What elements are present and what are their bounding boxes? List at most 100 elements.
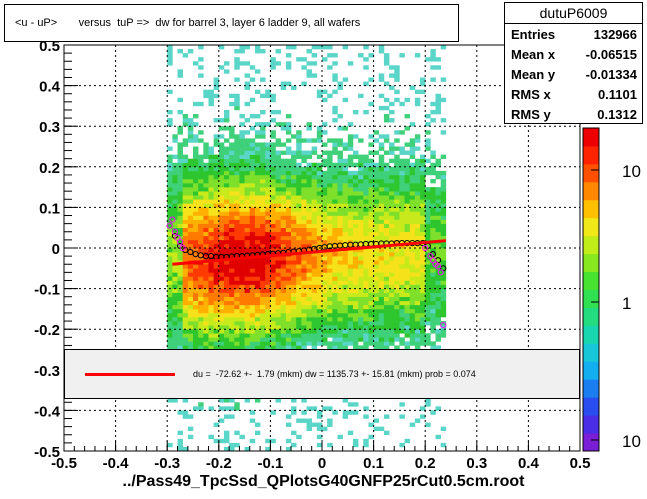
colorbar-segment xyxy=(583,145,599,165)
heatmap-cell xyxy=(368,170,374,176)
heatmap-cell xyxy=(337,333,343,338)
heatmap-cell xyxy=(244,178,251,184)
heatmap-cell xyxy=(327,280,333,285)
heatmap-cell xyxy=(187,231,194,237)
heatmap-cell xyxy=(208,101,214,107)
heatmap-cell xyxy=(435,211,441,216)
heatmap-cell xyxy=(239,260,245,265)
heatmap-cell xyxy=(265,122,271,127)
colorbar-label: 10 xyxy=(622,432,641,451)
heatmap-cell xyxy=(414,264,421,269)
heatmap-cell xyxy=(291,264,297,269)
heatmap-cell xyxy=(383,227,390,233)
heatmap-cell xyxy=(167,235,173,241)
heatmap-cell xyxy=(223,398,230,403)
heatmap-cell xyxy=(229,333,235,338)
heatmap-cell xyxy=(167,300,173,306)
heatmap-cell xyxy=(383,134,390,139)
heatmap-cell xyxy=(193,178,199,184)
heatmap-cell xyxy=(389,260,395,265)
heatmap-cell xyxy=(291,203,297,208)
heatmap-cell xyxy=(167,239,173,245)
heatmap-cell xyxy=(270,162,276,168)
heatmap-cell xyxy=(368,337,374,342)
heatmap-cell xyxy=(342,280,349,285)
heatmap-cell xyxy=(254,300,261,306)
heatmap-cell xyxy=(296,215,302,220)
heatmap-cell xyxy=(167,199,173,204)
heatmap-cell xyxy=(223,178,230,184)
heatmap-cell xyxy=(260,146,266,151)
heatmap-cell xyxy=(260,288,266,293)
heatmap-cell xyxy=(301,215,307,220)
heatmap-cell xyxy=(244,235,251,241)
heatmap-cell xyxy=(327,296,333,302)
heatmap-cell xyxy=(244,231,251,237)
x-tick-label: 0.4 xyxy=(518,455,540,472)
heatmap-cell xyxy=(275,166,282,172)
heatmap-cell xyxy=(394,69,400,74)
heatmap-cell xyxy=(368,207,374,212)
heatmap-cell xyxy=(172,337,178,342)
heatmap-cell xyxy=(296,296,302,302)
heatmap-cell xyxy=(244,203,251,208)
heatmap-cell xyxy=(203,191,209,196)
heatmap-cell xyxy=(285,268,292,273)
heatmap-cell xyxy=(378,284,385,289)
heatmap-cell xyxy=(394,219,400,224)
heatmap-cell xyxy=(337,138,343,143)
heatmap-cell xyxy=(182,264,189,269)
heatmap-cell xyxy=(182,333,189,338)
heatmap-cell xyxy=(244,300,251,306)
heatmap-cell xyxy=(270,150,276,155)
heatmap-cell xyxy=(203,248,209,253)
heatmap-cell xyxy=(223,268,230,273)
heatmap-cell xyxy=(244,329,251,334)
heatmap-cell xyxy=(265,195,271,200)
heatmap-cell xyxy=(208,325,214,330)
heatmap-cell xyxy=(301,191,307,196)
heatmap-cell xyxy=(394,317,400,322)
heatmap-cell xyxy=(296,312,302,318)
heatmap-cell xyxy=(311,146,318,151)
heatmap-cell xyxy=(177,321,183,326)
heatmap-cell xyxy=(182,227,189,233)
heatmap-cell xyxy=(383,215,390,220)
heatmap-cell xyxy=(342,288,349,293)
heatmap-cell xyxy=(363,268,369,273)
heatmap-cell xyxy=(337,150,343,155)
heatmap-cell xyxy=(203,195,209,200)
heatmap-cell xyxy=(332,146,338,151)
y-tick-label: -0.5 xyxy=(34,444,60,461)
heatmap-cell xyxy=(311,61,318,66)
heatmap-cell xyxy=(198,317,204,322)
heatmap-cell xyxy=(358,211,364,216)
heatmap-cell xyxy=(306,223,312,228)
heatmap-cell xyxy=(265,268,271,273)
heatmap-cell xyxy=(172,304,178,310)
colorbar-segment xyxy=(583,397,599,416)
heatmap-cell xyxy=(378,272,385,277)
heatmap-cell xyxy=(260,77,266,82)
heatmap-cell xyxy=(373,207,380,212)
heatmap-cell xyxy=(244,227,251,233)
heatmap-cell xyxy=(363,248,369,253)
heatmap-cell xyxy=(229,264,235,269)
heatmap-cell xyxy=(203,219,209,224)
heatmap-cell xyxy=(167,308,173,314)
heatmap-cell xyxy=(404,341,411,346)
heatmap-cell xyxy=(291,308,297,314)
heatmap-cell xyxy=(306,317,312,322)
heatmap-cell xyxy=(213,227,220,233)
heatmap-cell xyxy=(260,227,266,233)
heatmap-cell xyxy=(172,134,178,139)
stats-row-mean-y: Mean y -0.01334 xyxy=(505,64,642,84)
heatmap-cell xyxy=(265,215,271,220)
heatmap-cell xyxy=(425,57,431,62)
heatmap-cell xyxy=(260,166,266,172)
heatmap-cell xyxy=(239,434,245,440)
heatmap-cell xyxy=(404,207,411,212)
heatmap-cell xyxy=(270,97,276,103)
heatmap-cell xyxy=(260,264,266,269)
heatmap-cell xyxy=(172,341,178,346)
